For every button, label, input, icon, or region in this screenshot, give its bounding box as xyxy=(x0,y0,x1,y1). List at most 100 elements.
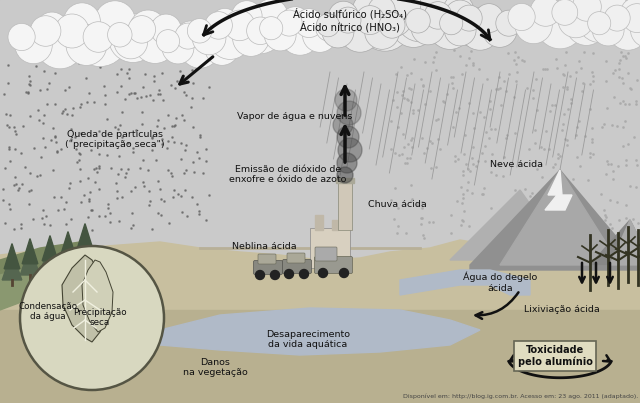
Circle shape xyxy=(161,24,198,60)
Circle shape xyxy=(454,10,490,46)
Circle shape xyxy=(353,0,386,27)
Text: Danos
na vegetação: Danos na vegetação xyxy=(182,358,248,377)
Circle shape xyxy=(271,270,280,280)
Circle shape xyxy=(280,7,310,37)
Circle shape xyxy=(558,2,593,38)
Circle shape xyxy=(36,21,84,69)
Polygon shape xyxy=(22,239,38,264)
Circle shape xyxy=(337,101,361,125)
Text: Disponível em: http://blog.ig.com.br. Acesso em: 23 ago. 2011 (adaptado).: Disponível em: http://blog.ig.com.br. Ac… xyxy=(403,393,638,399)
Circle shape xyxy=(592,14,624,46)
Circle shape xyxy=(72,9,129,66)
Circle shape xyxy=(391,2,436,48)
Circle shape xyxy=(319,268,328,278)
Circle shape xyxy=(192,21,226,55)
Text: Vapor de água e nuvens: Vapor de água e nuvens xyxy=(237,112,353,121)
Circle shape xyxy=(390,0,421,19)
Circle shape xyxy=(303,18,337,52)
Circle shape xyxy=(445,0,476,31)
Circle shape xyxy=(595,0,627,23)
Circle shape xyxy=(406,8,430,33)
Circle shape xyxy=(460,10,500,50)
Circle shape xyxy=(15,26,52,64)
Polygon shape xyxy=(2,252,22,280)
Text: Toxicidade
pelo alumínio: Toxicidade pelo alumínio xyxy=(518,345,593,367)
Polygon shape xyxy=(76,232,95,260)
Circle shape xyxy=(359,0,411,51)
Circle shape xyxy=(508,3,535,31)
Polygon shape xyxy=(4,243,20,269)
Circle shape xyxy=(95,1,136,42)
Polygon shape xyxy=(20,247,40,275)
Polygon shape xyxy=(58,240,78,268)
Circle shape xyxy=(66,25,107,65)
Bar xyxy=(0,0,640,260)
Circle shape xyxy=(232,20,269,56)
Circle shape xyxy=(424,2,452,29)
Circle shape xyxy=(114,25,148,59)
Circle shape xyxy=(630,12,640,47)
Polygon shape xyxy=(160,308,480,355)
Circle shape xyxy=(340,12,380,52)
Circle shape xyxy=(531,0,561,26)
FancyBboxPatch shape xyxy=(282,260,312,274)
Circle shape xyxy=(254,0,288,33)
Circle shape xyxy=(63,3,100,39)
Polygon shape xyxy=(610,220,640,265)
Circle shape xyxy=(177,21,204,49)
Circle shape xyxy=(224,10,255,41)
Text: Desaparecimento
da vida aquática: Desaparecimento da vida aquática xyxy=(266,330,350,349)
Circle shape xyxy=(555,0,589,28)
Circle shape xyxy=(55,14,89,48)
Circle shape xyxy=(356,6,385,35)
Circle shape xyxy=(456,5,482,31)
Polygon shape xyxy=(62,255,108,342)
Bar xyxy=(332,220,338,230)
Circle shape xyxy=(444,14,476,46)
Circle shape xyxy=(45,16,90,60)
Circle shape xyxy=(339,268,349,278)
Circle shape xyxy=(316,15,342,41)
Bar xyxy=(0,310,640,403)
Circle shape xyxy=(474,4,504,33)
Text: Neblina ácida: Neblina ácida xyxy=(232,242,296,251)
Polygon shape xyxy=(500,170,620,265)
Circle shape xyxy=(375,0,412,37)
Polygon shape xyxy=(82,260,113,332)
Circle shape xyxy=(196,22,225,50)
Circle shape xyxy=(380,0,417,28)
Circle shape xyxy=(109,14,157,62)
Circle shape xyxy=(108,23,132,47)
Circle shape xyxy=(205,31,239,65)
Circle shape xyxy=(276,10,302,36)
Circle shape xyxy=(396,0,444,42)
Circle shape xyxy=(608,10,640,50)
Polygon shape xyxy=(0,242,110,290)
Circle shape xyxy=(410,0,444,33)
Circle shape xyxy=(280,15,320,55)
Circle shape xyxy=(316,14,340,37)
Circle shape xyxy=(150,14,181,45)
Circle shape xyxy=(211,8,239,35)
Circle shape xyxy=(217,11,255,49)
Polygon shape xyxy=(77,224,93,249)
Circle shape xyxy=(623,4,640,33)
Circle shape xyxy=(440,12,463,35)
Circle shape xyxy=(219,28,245,54)
Bar xyxy=(338,180,352,230)
Polygon shape xyxy=(590,220,640,265)
Circle shape xyxy=(577,0,623,43)
Circle shape xyxy=(588,12,611,35)
Polygon shape xyxy=(450,190,570,260)
Circle shape xyxy=(483,12,517,47)
Circle shape xyxy=(468,7,496,35)
Circle shape xyxy=(232,1,262,31)
FancyBboxPatch shape xyxy=(253,260,282,274)
Bar xyxy=(336,178,354,183)
Circle shape xyxy=(162,32,194,64)
Circle shape xyxy=(260,17,283,40)
Circle shape xyxy=(426,0,467,38)
Text: Chuva ácida: Chuva ácida xyxy=(368,200,427,209)
Circle shape xyxy=(209,17,252,59)
Circle shape xyxy=(566,4,607,46)
